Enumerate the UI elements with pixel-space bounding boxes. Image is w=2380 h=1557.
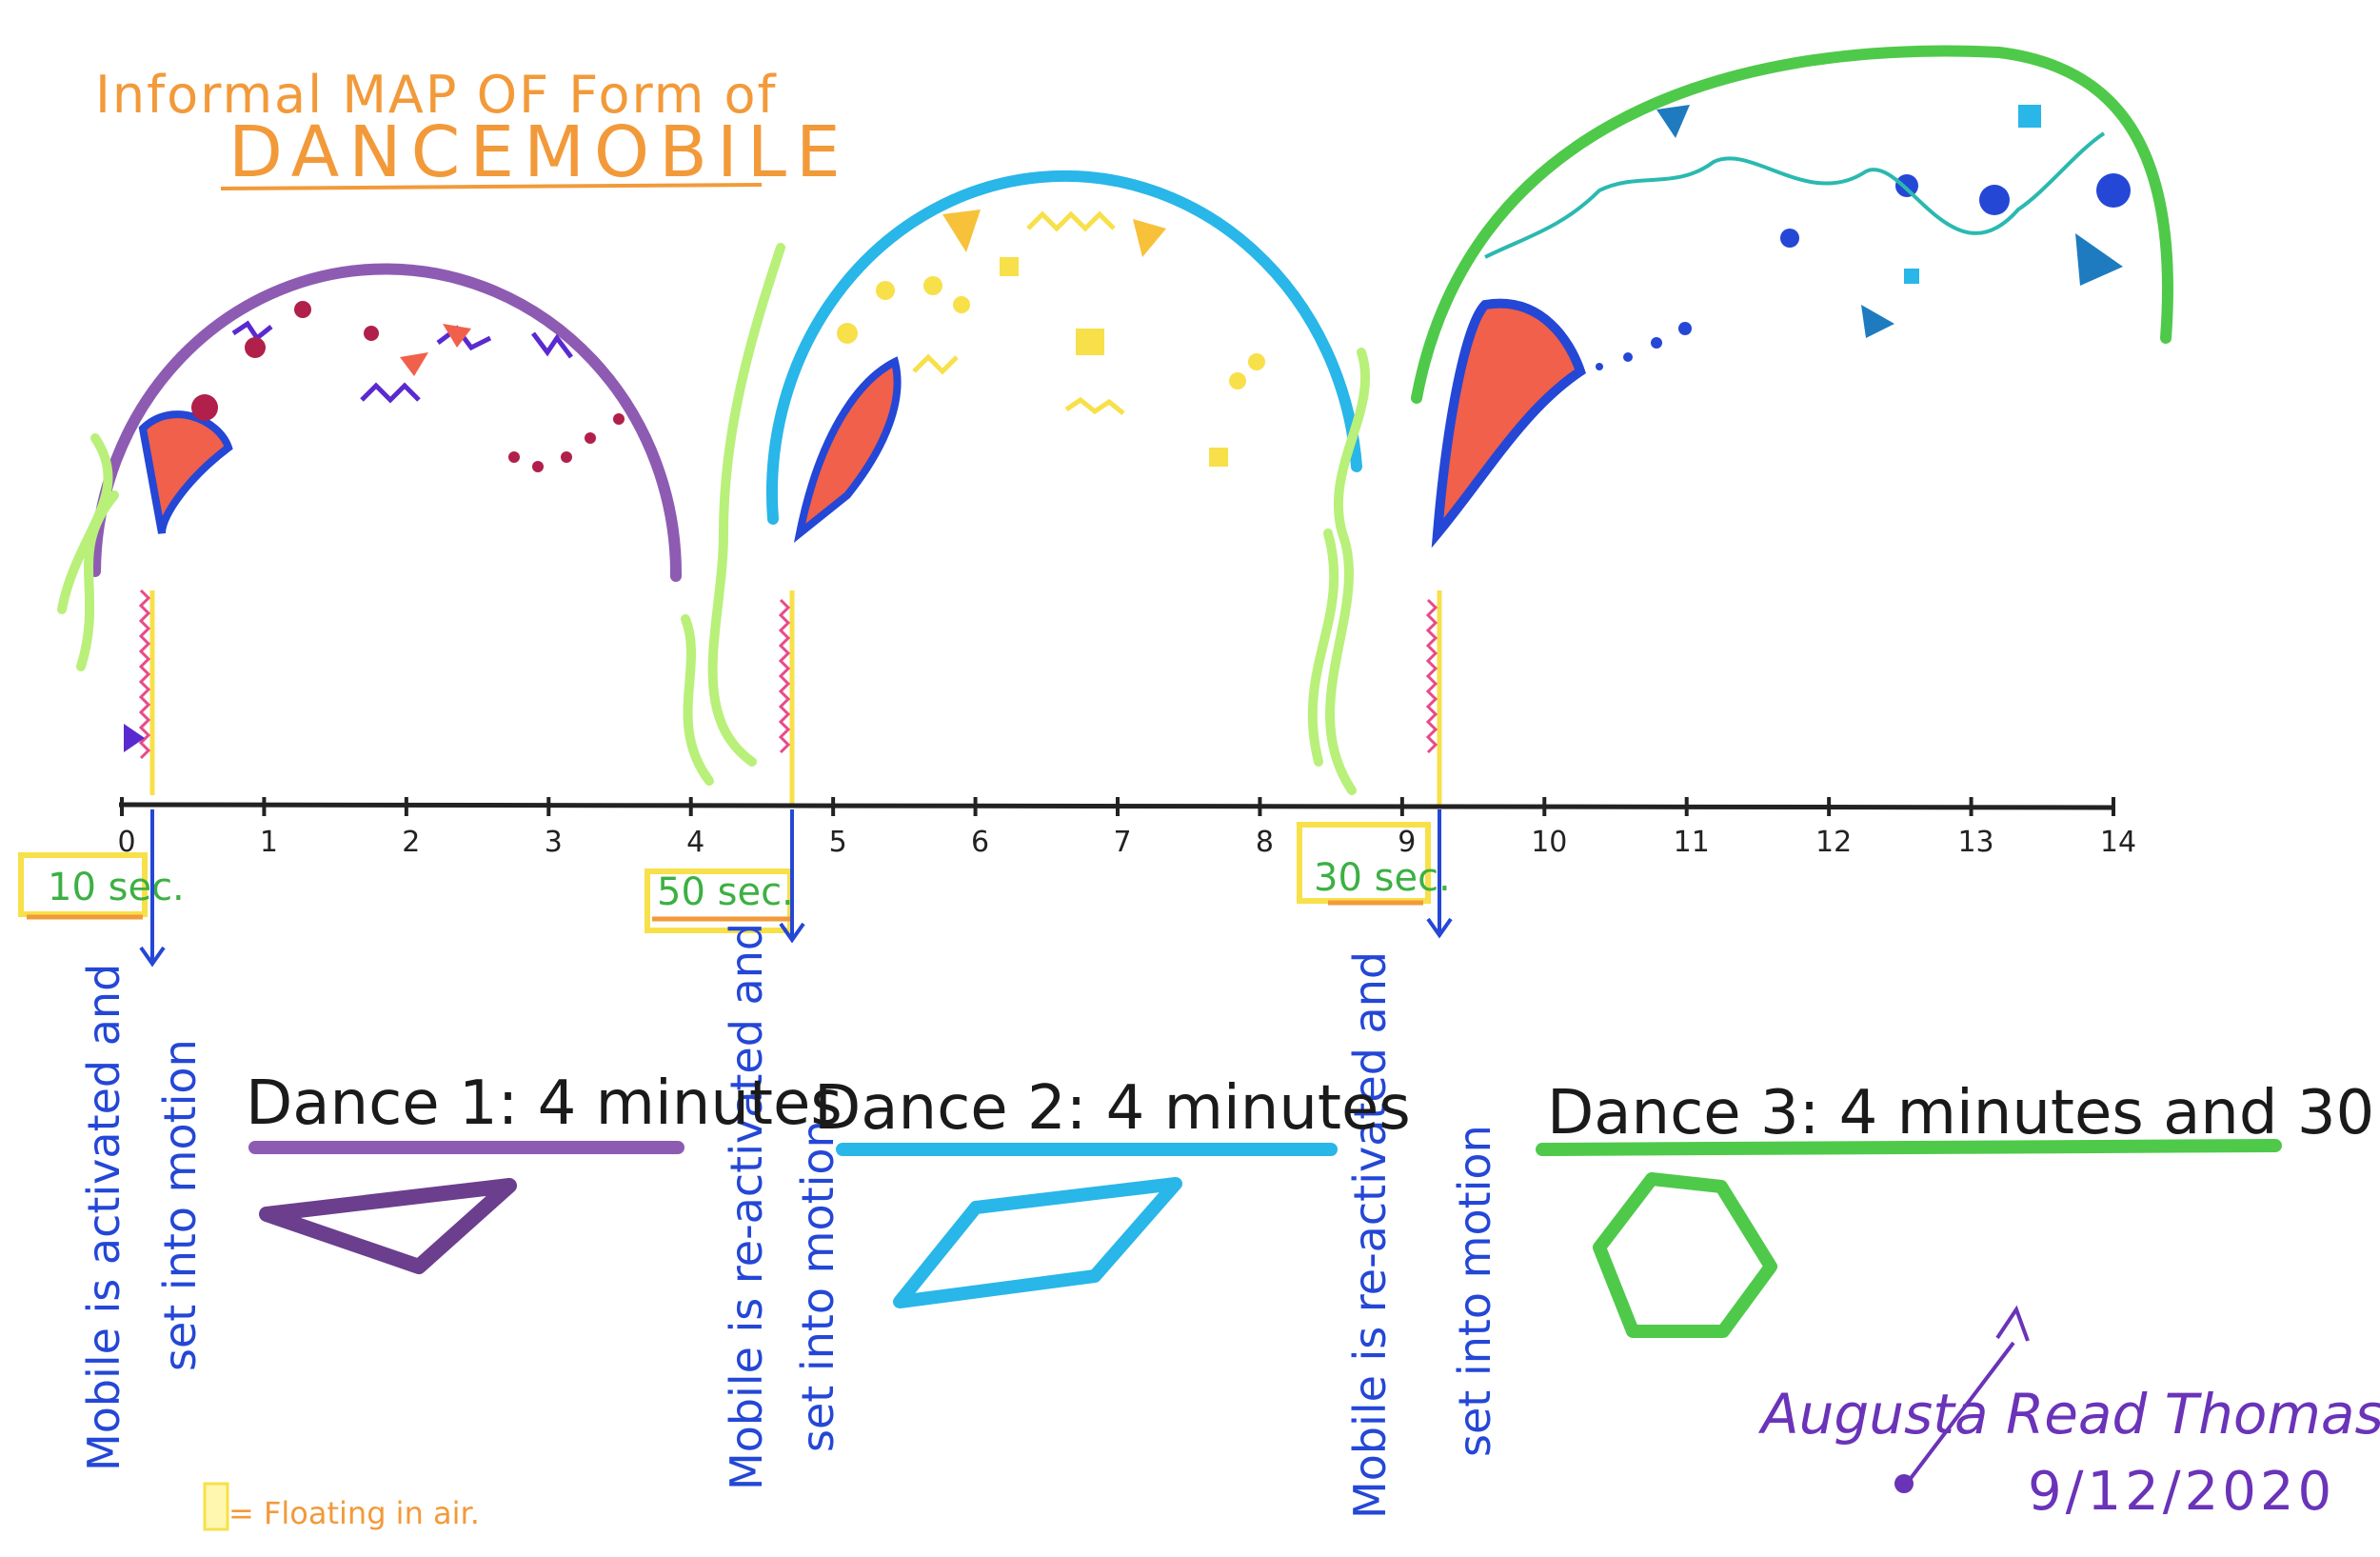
timeline-tick-label: 2 [402,826,420,859]
title-line1: Informal MAP OF Form of [95,65,778,125]
timeline-tick-label: 13 [1957,826,1993,859]
signature-date: 9/12/2020 [2028,1461,2335,1523]
timeline-tick-label: 12 [1815,826,1852,859]
mobile-ball [191,394,218,421]
activation-1-duration: 10 sec. [48,866,185,909]
signature: Augusta Read Thomas 9/12/2020 [1757,1305,2380,1523]
floating-squiggle-2 [681,243,785,786]
arch-1-arc [89,263,683,582]
dance-3-label: Dance 3: 4 minutes and 30 seconds [1547,1078,2380,1148]
timeline-tick-label: 14 [2100,826,2136,859]
dance-2-label: Dance 2: 4 minutes [814,1073,1411,1144]
activation-3-duration: 30 sec. [1314,856,1451,900]
hexagon-icon [1593,1172,1777,1338]
dance-3: Dance 3: 4 minutes and 30 seconds [1536,1078,2380,1338]
signature-flourish [1907,1305,2030,1483]
arch-1 [57,263,683,795]
timeline-tick-label: 5 [829,826,847,859]
activation-3: 30 sec. Mobile is re-activated and set i… [1297,809,1500,1519]
timeline-ticks: 0 1 2 3 4 5 6 7 8 9 10 11 12 13 14 [117,797,2136,859]
timeline-tick-label: 11 [1674,826,1710,859]
activation-2-note-line1: Mobile is re-activated and [721,923,772,1490]
timeline-tick-label: 4 [686,826,704,859]
legend: = Floating in air. [203,1482,480,1531]
motion-line [1484,131,2106,259]
mobile-figure-3 [1431,298,1586,549]
parallelogram-icon [893,1177,1182,1308]
mobile-figure-2 [793,356,902,543]
timeline-tick-label: 1 [260,826,278,859]
title-line2: DANCEMOBILE [228,111,850,193]
activation-2-note-line2: set into motion [792,1120,843,1452]
title-underline [220,183,763,190]
arch-2-arc [765,170,1362,525]
activation-2-duration: 50 sec. [657,870,794,914]
dance-3-underline [1536,1139,2282,1156]
arch-3 [1307,45,2174,805]
motion-squiggles [231,320,573,404]
timeline: 0 1 2 3 4 5 6 7 8 9 10 11 12 13 14 [117,797,2136,859]
timeline-tick-label: 7 [1113,826,1131,859]
timeline-tick-label: 8 [1256,826,1274,859]
dance-1-label: Dance 1: 4 minutes [246,1068,843,1139]
legend-text: = Floating in air. [228,1495,480,1531]
floating-squiggle [57,433,119,671]
mobile-figure [138,410,233,534]
activation-1: 10 sec. Mobile is activated and set into… [18,809,206,1471]
timeline-tick-label: 10 [1531,826,1567,859]
floating-swatch [203,1482,229,1531]
dance-1: Dance 1: 4 minutes [246,1068,843,1274]
floating-squiggle-3 [1307,348,1371,795]
bowtie-icon [124,724,145,752]
timeline-tick-label: 6 [971,826,989,859]
activation-1-note-line1: Mobile is activated and [78,964,129,1471]
arch-3-arc [1411,45,2174,404]
arch-2 [681,170,1362,805]
timeline-tick-label: 9 [1398,826,1416,859]
activation-3-note-line2: set into motion [1449,1125,1500,1457]
signature-name: Augusta Read Thomas [1757,1382,2380,1447]
timeline-tick-label: 0 [117,826,135,859]
activation-2: 50 sec. Mobile is re-activated and set i… [645,809,843,1490]
activation-3-note-line1: Mobile is re-activated and [1344,951,1396,1519]
activation-1-note-line2: set into motion [154,1039,206,1371]
triangle-icon [259,1178,517,1274]
timeline-tick-label: 3 [545,826,563,859]
dance-2: Dance 2: 4 minutes [814,1073,1411,1308]
